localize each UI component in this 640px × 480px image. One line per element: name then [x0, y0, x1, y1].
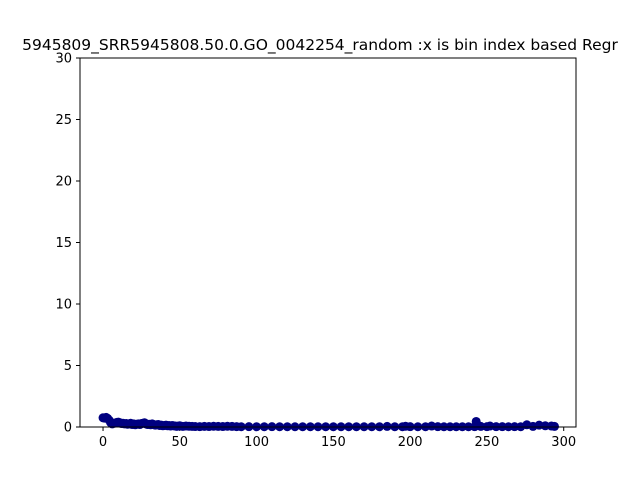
- x-tick-label: 200: [398, 435, 423, 450]
- y-tick-label: 20: [55, 175, 72, 190]
- y-tick-label: 10: [55, 298, 72, 313]
- data-point: [382, 421, 392, 431]
- y-tick-label: 15: [55, 236, 72, 251]
- chart-title: 5945809_SRR5945808.50.0.GO_0042254_rando…: [22, 36, 618, 55]
- x-tick-label: 0: [99, 435, 107, 450]
- x-tick-label: 50: [172, 435, 189, 450]
- data-point: [550, 421, 560, 431]
- y-axis: 0 5 10 15 20 25 30: [55, 52, 80, 436]
- y-tick-label: 5: [64, 359, 72, 374]
- x-tick-label: 250: [475, 435, 500, 450]
- x-axis: 0 50 100 150 200 250 300: [99, 427, 576, 450]
- y-tick-label: 25: [55, 113, 72, 128]
- y-tick-label: 0: [64, 421, 72, 436]
- x-tick-label: 150: [321, 435, 346, 450]
- data-points: [98, 412, 560, 432]
- plot-frame: [79, 57, 577, 428]
- y-tick-label: 30: [55, 52, 72, 67]
- x-tick-label: 100: [244, 435, 269, 450]
- x-tick-label: 300: [551, 435, 576, 450]
